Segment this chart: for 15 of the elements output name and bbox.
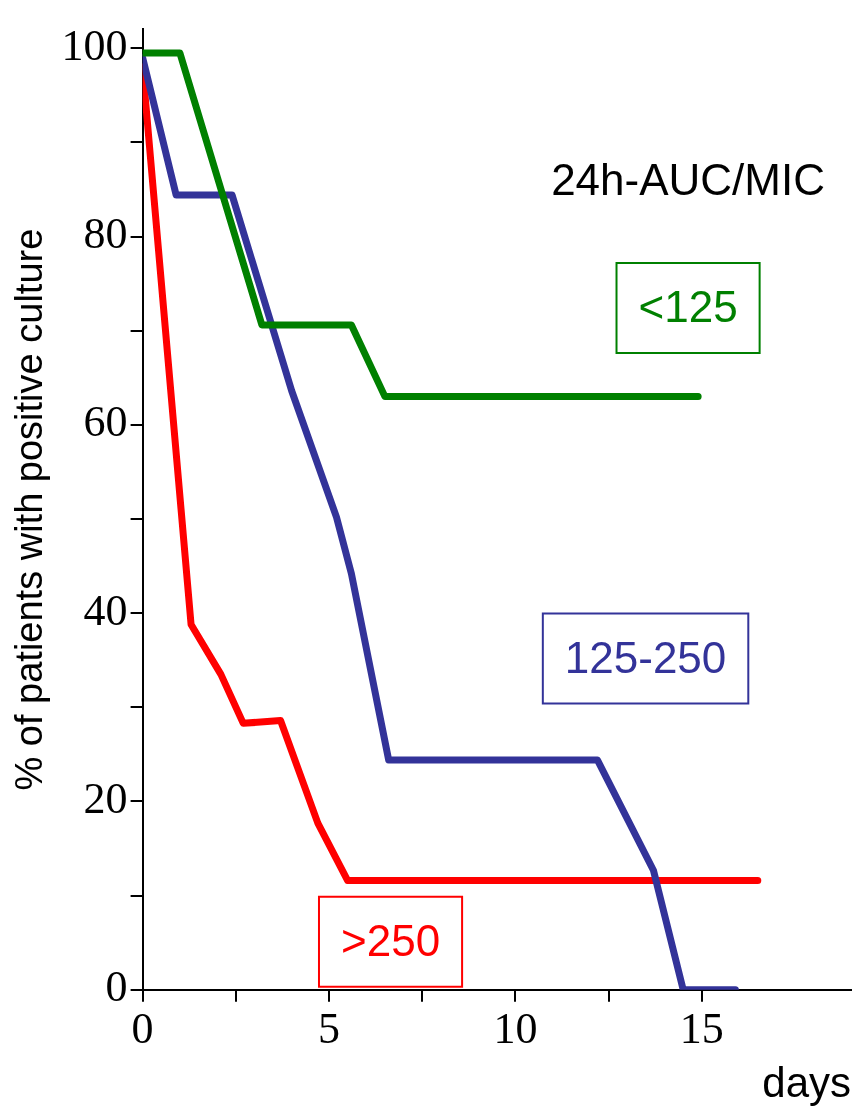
y-tick-label: 20 (83, 774, 128, 824)
x-tick-label: 10 (493, 1003, 538, 1053)
y-tick-label: 60 (83, 397, 128, 447)
y-tick-label: 0 (105, 962, 128, 1012)
series-label: <125 (638, 282, 738, 332)
x-axis-title: days (762, 1059, 851, 1107)
y-tick-label: 100 (61, 20, 128, 70)
y-tick-label: 80 (83, 209, 128, 259)
x-tick-label: 15 (679, 1003, 724, 1053)
legend-title: 24h-AUC/MIC (551, 155, 825, 205)
series-label: 125-250 (564, 632, 727, 682)
series-label: >250 (340, 915, 441, 965)
x-tick-label: 5 (318, 1003, 341, 1053)
y-tick-label: 40 (83, 585, 128, 635)
y-axis-title: % of patients with positive culture (8, 228, 51, 791)
